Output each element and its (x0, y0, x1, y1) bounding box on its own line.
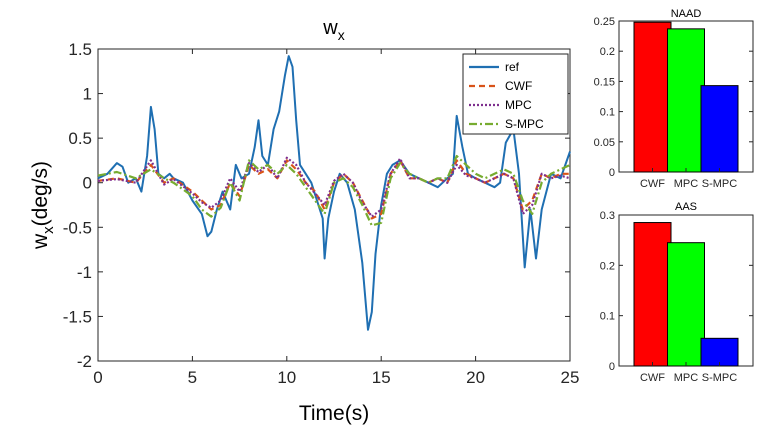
legend-label-mpc: MPC (505, 98, 532, 112)
naad-y-tick-label: 0 (609, 167, 615, 179)
main-y-tick-label: 1 (83, 85, 92, 104)
naad-bar-cwf (633, 21, 672, 173)
aas-y-tick-label: 0.3 (600, 210, 615, 222)
bar-chart-naad: NAAD 0 0.05 0.1 0.15 0.2 0.25 CWF MPC S-MPC (594, 8, 754, 190)
main-y-axis-label: wx(deg/s) (29, 161, 57, 250)
aas-bar-cwf (633, 222, 672, 367)
main-x-tick-label: 5 (188, 368, 197, 387)
aas-bar-s-mpc (700, 337, 739, 367)
series-line-s-mpc (97, 154, 571, 227)
main-axes-box (97, 48, 571, 362)
main-x-tick-label: 20 (466, 368, 485, 387)
legend-label-cwf: CWF (505, 79, 532, 93)
main-y-tick-label: 0 (83, 174, 92, 193)
naad-y-tick-label: 0.05 (594, 137, 615, 149)
legend-label-ref: ref (505, 60, 520, 74)
aas-plot-area: 0 0.1 0.2 0.3 CWF MPC S-MPC (600, 210, 753, 384)
aas-x-tick-label: S-MPC (702, 372, 738, 384)
naad-y-tick-label: 0.2 (600, 46, 615, 58)
naad-y-tick-label: 0.1 (600, 107, 615, 119)
naad-bar-mpc (667, 28, 705, 173)
aas-bar-mpc (667, 242, 705, 367)
naad-x-tick-label: S-MPC (702, 178, 738, 190)
main-y-tick-label: 0.5 (68, 129, 92, 148)
main-plot-area (97, 55, 571, 331)
main-y-tick-label: -2 (77, 352, 92, 371)
aas-y-tick-label: 0.1 (600, 311, 615, 323)
main-x-tick-label: 10 (277, 368, 296, 387)
main-y-axis: -2 -1.5 -1 -0.5 0 0.5 1 1.5 (63, 40, 570, 371)
bar-chart-aas: AAS 0 0.1 0.2 0.3 CWF MPC S-MPC (600, 201, 754, 384)
main-x-axis: 0 5 10 15 20 25 (93, 49, 579, 387)
aas-chart-title: AAS (675, 201, 697, 213)
main-x-tick-label: 25 (561, 368, 580, 387)
main-chart-title: wx (322, 17, 344, 43)
main-x-tick-label: 0 (93, 368, 102, 387)
main-x-tick-label: 15 (372, 368, 391, 387)
aas-y-tick-label: 0.2 (600, 260, 615, 272)
main-y-tick-label: -0.5 (63, 218, 92, 237)
legend-label-s-mpc: S-MPC (505, 117, 544, 131)
line-chart-wx: wx 0 5 10 15 20 25 -2 -1.5 -1 -0.5 0 0.5 1 1.5 Time(… (29, 17, 579, 425)
aas-x-tick-label: CWF (640, 372, 665, 384)
main-x-axis-label: Time(s) (299, 402, 369, 425)
naad-plot-area: 0 0.05 0.1 0.15 0.2 0.25 CWF MPC S-MPC (594, 16, 753, 190)
naad-x-tick-label: CWF (640, 178, 665, 190)
aas-y-tick-label: 0 (609, 361, 615, 373)
main-y-tick-label: 1.5 (68, 40, 92, 59)
main-y-tick-label: -1 (77, 263, 92, 282)
naad-chart-title: NAAD (671, 8, 702, 20)
naad-x-tick-label: MPC (674, 178, 699, 190)
main-y-tick-label: -1.5 (63, 307, 92, 326)
aas-x-tick-label: MPC (674, 372, 699, 384)
naad-bar-s-mpc (700, 85, 739, 173)
naad-y-tick-label: 0.25 (594, 16, 615, 28)
naad-y-tick-label: 0.15 (594, 76, 615, 88)
series-line-mpc (97, 156, 571, 218)
legend: ref CWF MPC S-MPC (462, 53, 569, 135)
